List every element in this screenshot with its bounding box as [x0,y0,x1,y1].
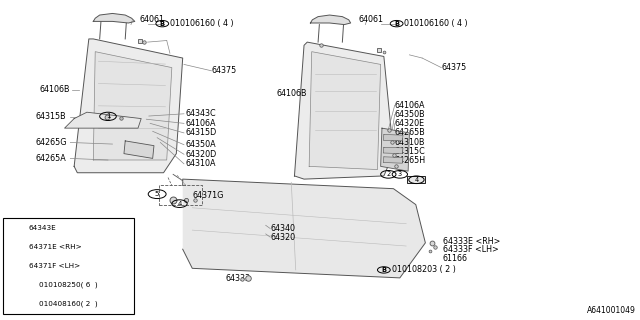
Polygon shape [93,52,172,160]
Text: 64375: 64375 [442,63,467,72]
Text: 3: 3 [11,263,15,269]
FancyBboxPatch shape [3,218,134,314]
Polygon shape [65,112,141,128]
Text: 010108250( 6  ): 010108250( 6 ) [39,282,98,288]
Text: 64371E <RH>: 64371E <RH> [29,244,81,250]
Text: 64343C: 64343C [186,109,216,118]
Text: 64265H: 64265H [395,156,426,165]
Text: 64265B: 64265B [395,128,426,137]
Polygon shape [383,134,403,141]
Text: B: B [29,301,34,307]
Text: 61166: 61166 [443,254,468,263]
Polygon shape [309,52,381,170]
Text: 010108203 ( 2 ): 010108203 ( 2 ) [392,265,456,275]
Text: 64061: 64061 [140,15,164,24]
Text: 010408160( 2  ): 010408160( 2 ) [39,301,98,307]
Text: 64315C: 64315C [395,147,426,156]
Text: B: B [394,20,399,27]
Text: 64340: 64340 [270,224,295,233]
Text: 5: 5 [11,301,15,307]
Text: B: B [29,282,34,287]
Text: 64265G: 64265G [36,138,67,147]
Text: 64333: 64333 [225,274,250,283]
Text: 010106160 ( 4 ): 010106160 ( 4 ) [404,19,468,28]
Text: 64320: 64320 [270,233,295,242]
Text: 4: 4 [11,282,15,288]
Text: 64310A: 64310A [186,159,216,168]
Polygon shape [381,128,410,171]
Polygon shape [383,157,403,163]
Polygon shape [124,141,154,158]
Text: 64315B: 64315B [36,113,67,122]
Text: 64320D: 64320D [186,150,217,159]
Text: 64371F <LH>: 64371F <LH> [29,263,80,269]
Text: 2: 2 [11,244,15,250]
Text: B: B [381,267,387,273]
Text: 2: 2 [386,171,390,177]
Text: 64333F <LH>: 64333F <LH> [443,245,499,254]
Text: 64106B: 64106B [39,85,70,94]
Text: B: B [160,20,164,27]
Text: 64106A: 64106A [395,101,425,110]
Text: 64343E: 64343E [29,225,56,230]
Polygon shape [74,39,182,173]
Text: 64310B: 64310B [395,138,425,147]
Polygon shape [310,15,351,25]
Polygon shape [294,42,394,179]
Text: 010106160 ( 4 ): 010106160 ( 4 ) [170,19,234,28]
Polygon shape [383,147,403,154]
Polygon shape [182,179,426,278]
Text: 3: 3 [398,171,402,177]
Text: 64350A: 64350A [186,140,216,149]
Text: 4: 4 [177,201,182,207]
Text: 64061: 64061 [358,15,383,24]
Text: 5: 5 [155,191,159,197]
Text: 64315D: 64315D [186,128,217,137]
Text: 64371G: 64371G [192,190,223,200]
Text: 64320E: 64320E [395,119,425,128]
Text: 1: 1 [106,113,110,119]
Text: 64375: 64375 [211,66,237,75]
Text: A641001049: A641001049 [588,307,636,316]
Text: 64333E <RH>: 64333E <RH> [443,237,500,246]
Text: 64265A: 64265A [36,154,67,163]
Text: 1: 1 [11,225,15,230]
FancyBboxPatch shape [408,176,426,183]
Text: 64106A: 64106A [186,119,216,128]
Polygon shape [93,13,135,23]
Text: 64350B: 64350B [395,110,426,119]
Text: 4: 4 [414,177,419,183]
Text: 64106B: 64106B [276,89,307,98]
